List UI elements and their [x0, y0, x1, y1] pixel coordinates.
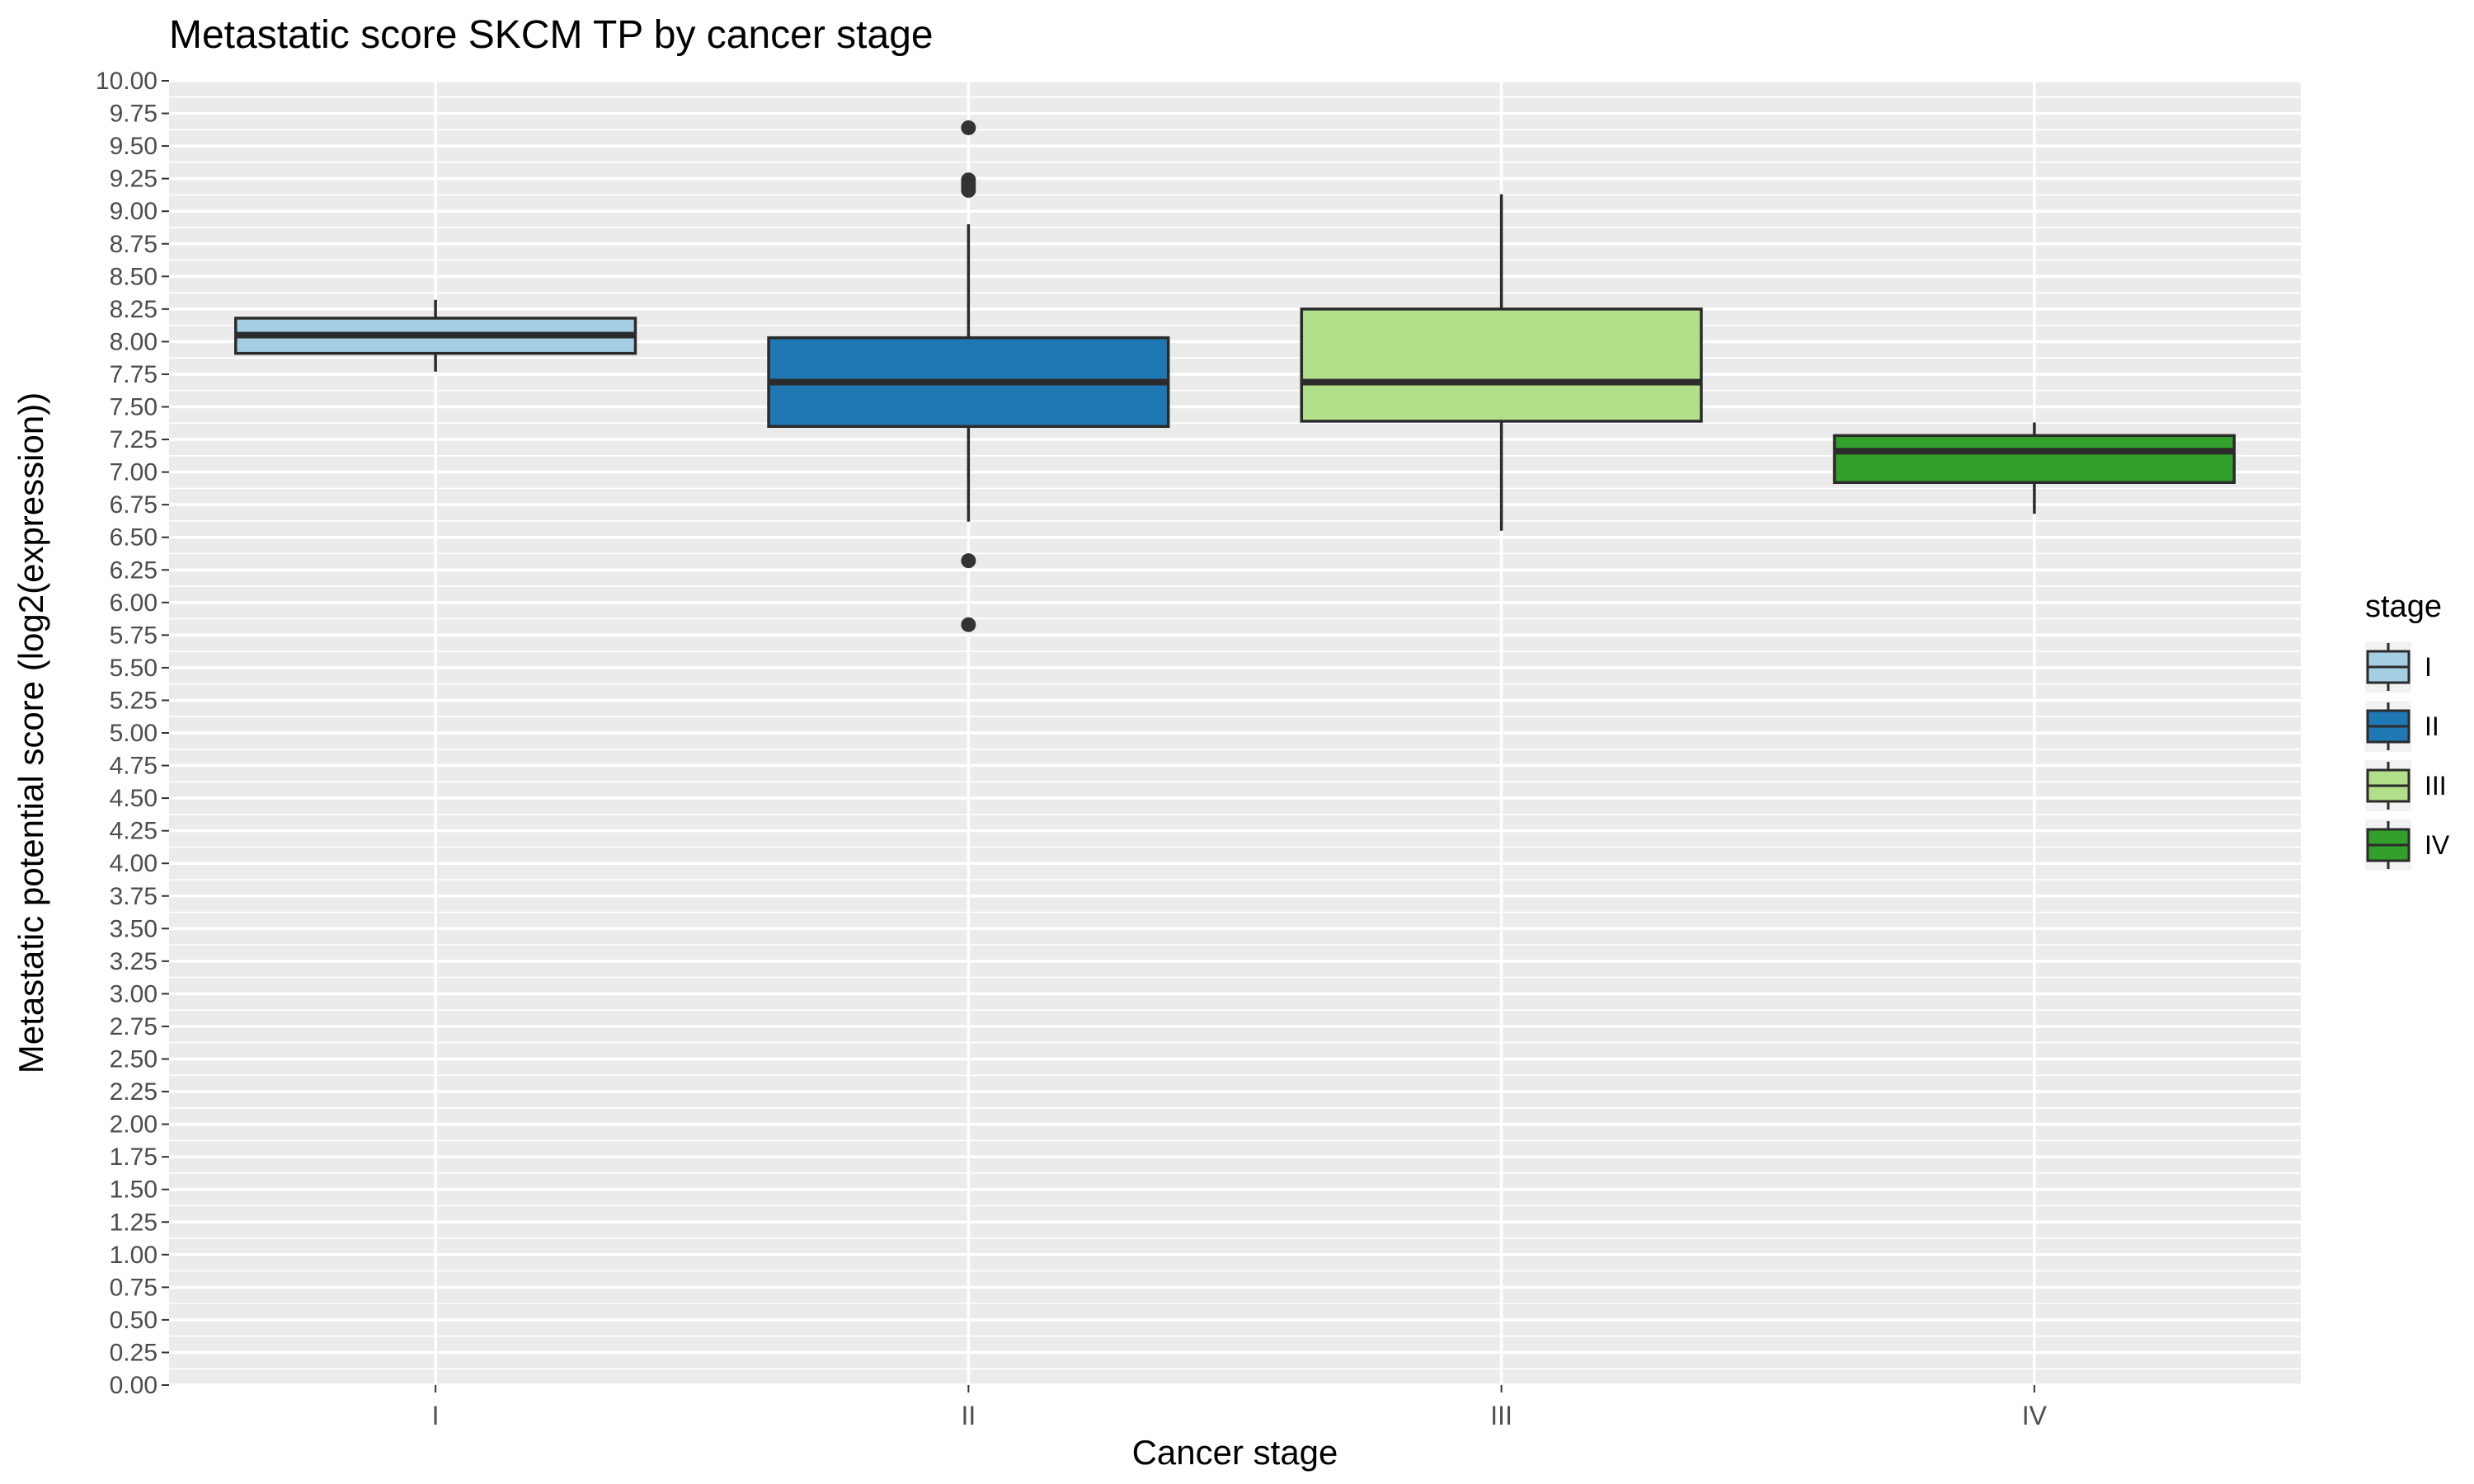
y-tick-label: 6.50: [110, 524, 158, 552]
outlier-point: [961, 120, 976, 135]
legend-entry-II: II: [2365, 701, 2439, 752]
y-tick-label: 7.75: [110, 361, 158, 388]
y-tick-label: 9.00: [110, 198, 158, 225]
y-tick-label: 4.00: [110, 850, 158, 877]
y-tick-label: 1.75: [110, 1144, 158, 1171]
y-tick-label: 5.25: [110, 687, 158, 714]
y-tick-label: 3.50: [110, 915, 158, 942]
legend-entry-III: III: [2365, 760, 2447, 811]
y-tick-label: 2.00: [110, 1111, 158, 1139]
y-tick-label: 7.00: [110, 459, 158, 486]
y-tick-label: 5.50: [110, 655, 158, 682]
box-group-II: [767, 120, 1170, 632]
y-axis: 0.00 0.25 0.50 0.75 1.00 1.25 1.50 1.75 2.00 2.25…: [96, 68, 169, 1399]
box-series: [234, 120, 2236, 632]
box-group-I: [234, 299, 637, 372]
y-tick-label: 0.00: [110, 1372, 158, 1399]
x-axis-title: Cancer stage: [1132, 1433, 1338, 1472]
y-tick-label: 4.50: [110, 785, 158, 812]
y-tick-label: 3.00: [110, 980, 158, 1007]
y-tick-label: 2.25: [110, 1078, 158, 1106]
x-tick-label: II: [961, 1401, 976, 1430]
y-tick-label: 1.25: [110, 1209, 158, 1236]
y-tick-label: 7.25: [110, 426, 158, 453]
grid-lines: [169, 79, 2301, 1387]
y-tick-label: 0.75: [110, 1274, 158, 1301]
y-tick-label: 2.50: [110, 1046, 158, 1073]
y-axis-title: Metastatic potential score (log2(express…: [12, 392, 50, 1073]
y-tick-label: 10.00: [96, 68, 158, 95]
outlier-point: [961, 182, 976, 198]
legend-entry-I: I: [2365, 641, 2432, 693]
y-tick-label: 8.25: [110, 296, 158, 323]
y-tick-label: 3.25: [110, 948, 158, 975]
x-tick-label: IV: [2022, 1401, 2048, 1430]
legend-title: stage: [2365, 589, 2442, 624]
y-tick-label: 3.75: [110, 883, 158, 910]
box-iqr: [1300, 308, 1703, 423]
y-tick-label: 7.50: [110, 394, 158, 421]
y-tick-label: 5.00: [110, 720, 158, 747]
x-axis: I II III IV: [432, 1385, 2048, 1430]
y-tick-label: 5.75: [110, 622, 158, 649]
y-tick-label: 8.75: [110, 231, 158, 258]
legend-label: III: [2425, 771, 2447, 801]
legend-entry-IV: IV: [2365, 819, 2450, 871]
y-tick-label: 6.25: [110, 556, 158, 584]
y-tick-label: 0.25: [110, 1339, 158, 1366]
y-tick-label: 6.75: [110, 491, 158, 519]
chart-title: Metastatic score SKCM TP by cancer stage: [169, 13, 934, 57]
y-tick-label: 1.00: [110, 1242, 158, 1269]
y-tick-label: 9.75: [110, 101, 158, 128]
y-tick-label: 6.00: [110, 589, 158, 617]
outlier-point: [961, 617, 976, 632]
y-tick-label: 4.75: [110, 753, 158, 780]
box-group-III: [1300, 194, 1703, 531]
y-tick-label: 9.25: [110, 166, 158, 193]
legend-label: IV: [2425, 830, 2450, 860]
x-tick-label: III: [1490, 1401, 1512, 1430]
box-group-IV: [1832, 422, 2236, 514]
y-tick-label: 9.50: [110, 133, 158, 160]
outlier-point: [961, 553, 976, 569]
y-tick-label: 1.50: [110, 1176, 158, 1204]
y-tick-label: 2.75: [110, 1013, 158, 1040]
y-tick-label: 0.50: [110, 1307, 158, 1334]
legend-label: I: [2425, 652, 2432, 682]
y-tick-label: 8.50: [110, 263, 158, 290]
x-tick-label: I: [432, 1401, 440, 1430]
y-tick-label: 8.00: [110, 328, 158, 355]
y-tick-label: 4.25: [110, 818, 158, 845]
box-iqr: [1832, 434, 2236, 485]
legend-label: II: [2425, 711, 2439, 741]
